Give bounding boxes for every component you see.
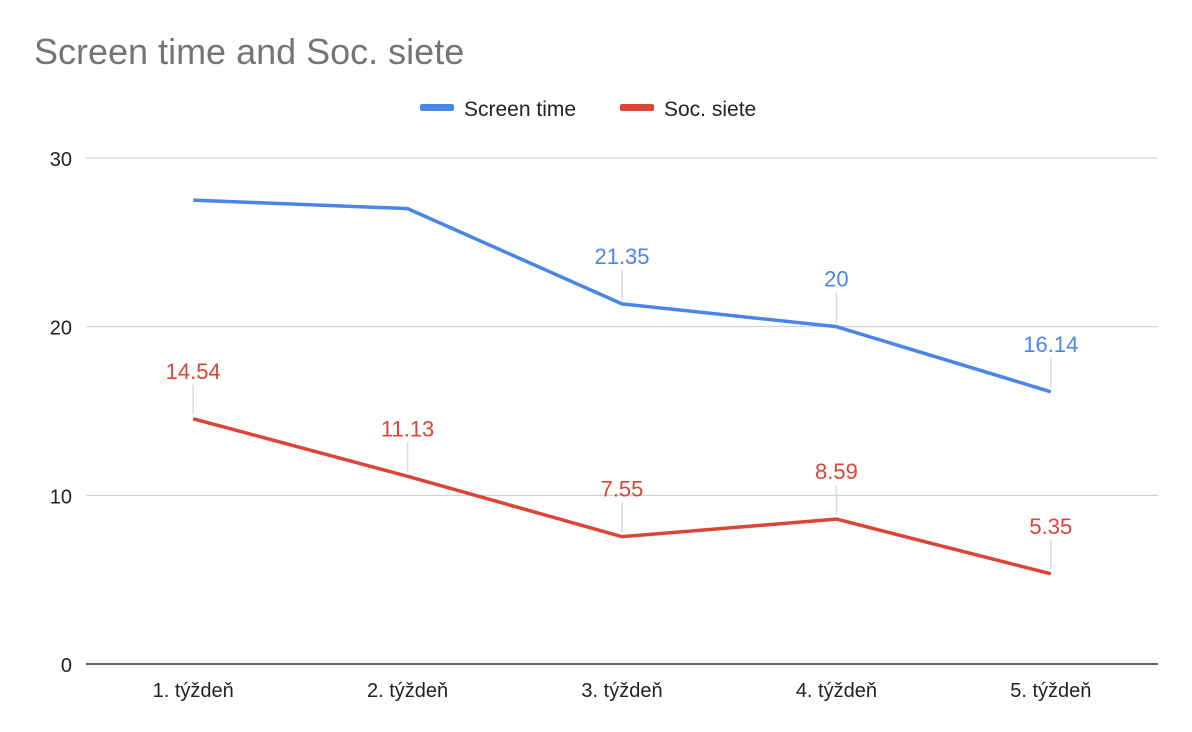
data-label: 5.35 [1029, 514, 1072, 539]
gridlines: 0 10 20 30 1. týždeň 2. týždeň 3. týždeň 4. týž… [50, 149, 1158, 702]
legend-swatch [420, 104, 454, 111]
y-tick-label: 20 [50, 318, 72, 340]
series-group: 21.35 20 16.14 14.54 11.13 7.55 8.59 5.35 [166, 198, 1078, 576]
legend-label: Soc. siete [664, 98, 756, 121]
data-label: 14.54 [166, 359, 221, 384]
x-tick-label: 3. týždeň [581, 680, 662, 702]
series-line [193, 198, 1052, 394]
data-label: 20 [824, 267, 848, 292]
legend-swatch [620, 104, 654, 111]
y-tick-label: 10 [50, 486, 72, 508]
data-label: 7.55 [601, 477, 644, 502]
y-tick-label: 30 [50, 149, 72, 171]
data-label: 21.35 [594, 244, 649, 269]
y-tick-label: 0 [61, 655, 72, 677]
x-tick-label: 1. týždeň [153, 680, 234, 702]
data-label: 16.14 [1023, 332, 1078, 357]
legend-label: Screen time [464, 98, 576, 121]
legend: Screen time Soc. siete [420, 98, 756, 121]
chart-title: Screen time and Soc. siete [34, 31, 464, 72]
data-label: 8.59 [815, 459, 858, 484]
x-tick-label: 2. týždeň [367, 680, 448, 702]
data-label: 11.13 [381, 416, 434, 441]
x-tick-label: 4. týždeň [796, 680, 877, 702]
x-tick-label: 5. týždeň [1010, 680, 1091, 702]
series-line [192, 417, 1052, 576]
